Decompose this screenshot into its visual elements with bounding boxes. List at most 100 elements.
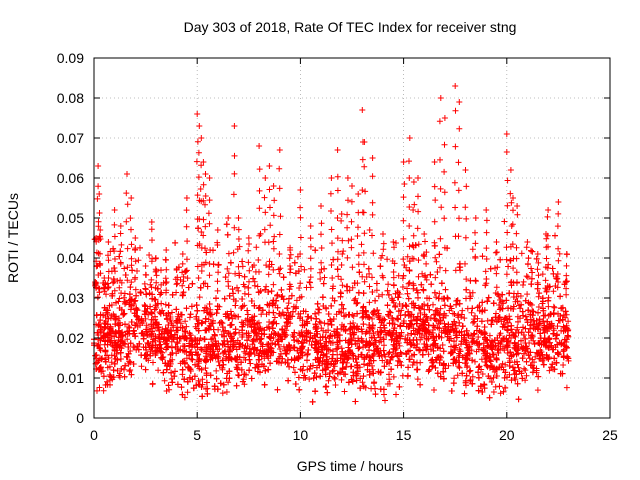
data-point xyxy=(235,313,242,320)
data-point xyxy=(194,307,201,314)
data-point xyxy=(366,371,373,378)
data-point xyxy=(470,337,477,344)
data-point xyxy=(424,302,431,309)
data-point xyxy=(146,290,153,297)
data-point xyxy=(434,354,441,361)
data-point xyxy=(274,386,281,393)
data-point xyxy=(404,290,411,297)
data-point xyxy=(96,365,103,371)
data-point xyxy=(317,373,324,380)
data-point xyxy=(331,375,338,382)
data-point xyxy=(338,376,345,383)
data-point xyxy=(283,351,290,357)
data-point xyxy=(529,248,536,255)
data-point xyxy=(496,383,503,390)
data-point xyxy=(265,289,272,295)
data-point xyxy=(307,363,314,370)
data-point xyxy=(441,320,448,327)
data-point xyxy=(320,280,327,287)
data-point xyxy=(214,386,221,393)
data-point xyxy=(116,295,123,302)
data-point xyxy=(519,308,526,315)
data-point xyxy=(425,368,432,375)
data-point xyxy=(342,371,349,378)
data-point xyxy=(234,284,240,291)
data-point xyxy=(418,281,425,288)
data-point xyxy=(454,372,461,379)
data-point xyxy=(246,367,253,374)
data-point xyxy=(337,369,344,376)
data-point xyxy=(406,279,413,286)
data-point xyxy=(430,301,436,308)
data-point xyxy=(340,305,347,312)
data-point xyxy=(501,218,508,225)
data-point xyxy=(110,367,117,374)
data-point xyxy=(527,362,534,369)
data-point xyxy=(149,338,156,345)
data-point xyxy=(193,313,200,320)
data-point xyxy=(149,310,155,317)
data-point xyxy=(187,332,194,339)
data-point xyxy=(433,258,440,265)
data-point xyxy=(118,365,125,372)
data-point xyxy=(538,349,545,355)
data-point xyxy=(313,364,320,371)
data-point xyxy=(335,248,341,255)
data-point xyxy=(255,289,262,296)
data-point xyxy=(413,287,420,294)
data-point xyxy=(405,312,412,319)
data-point xyxy=(168,369,175,376)
data-point xyxy=(216,346,223,352)
data-point xyxy=(333,346,340,353)
data-point xyxy=(345,339,352,346)
data-point xyxy=(195,225,202,232)
data-point xyxy=(201,336,208,343)
data-point xyxy=(384,256,391,263)
data-point xyxy=(155,324,162,331)
data-point xyxy=(185,284,192,291)
data-point xyxy=(258,330,265,337)
data-point xyxy=(416,347,422,354)
data-point xyxy=(135,257,142,264)
data-point xyxy=(194,352,201,359)
data-point xyxy=(527,349,534,356)
data-point xyxy=(394,294,401,301)
data-point xyxy=(209,320,216,327)
data-point xyxy=(533,365,540,372)
data-point xyxy=(229,315,236,322)
data-point xyxy=(440,327,447,334)
data-point xyxy=(369,315,376,322)
data-point xyxy=(452,344,459,351)
data-point xyxy=(312,247,319,254)
data-point xyxy=(490,374,497,381)
data-point xyxy=(217,380,224,387)
data-point xyxy=(340,248,347,255)
data-point xyxy=(165,382,172,389)
data-point xyxy=(447,303,454,310)
data-point xyxy=(518,250,525,257)
data-point xyxy=(508,326,515,333)
data-point xyxy=(518,301,525,308)
data-point xyxy=(377,263,384,270)
data-point xyxy=(172,368,178,375)
data-point xyxy=(312,310,319,317)
data-point xyxy=(111,333,118,340)
data-point xyxy=(480,347,487,354)
data-point xyxy=(188,355,195,362)
data-point xyxy=(502,361,509,368)
data-point xyxy=(327,340,334,346)
data-point xyxy=(458,311,465,318)
data-point xyxy=(475,334,482,340)
data-point xyxy=(338,301,345,308)
data-point xyxy=(444,294,451,301)
data-point xyxy=(303,337,310,344)
data-point xyxy=(239,334,246,340)
data-point xyxy=(247,360,254,367)
data-point xyxy=(354,340,361,347)
data-point xyxy=(489,338,495,345)
data-point xyxy=(509,364,516,371)
data-point xyxy=(317,340,324,347)
data-point xyxy=(388,336,395,343)
data-point xyxy=(317,269,323,276)
data-point xyxy=(490,389,497,395)
